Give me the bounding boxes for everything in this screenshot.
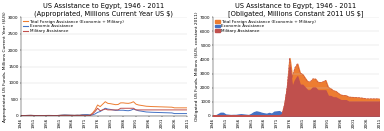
Legend: Total Foreign Assistance (Economic + Military), Economic Assistance, Military As: Total Foreign Assistance (Economic + Mil…	[215, 19, 317, 34]
Y-axis label: Appropriated US Funds, Millions Current Year ($US): Appropriated US Funds, Millions Current …	[3, 11, 7, 122]
Title: US Assistance to Egypt, 1946 - 2011
(Appropriated, Millions Current Year US $): US Assistance to Egypt, 1946 - 2011 (App…	[35, 3, 174, 17]
Legend: Total Foreign Assistance (Economic + Military), Economic Assistance, Military As: Total Foreign Assistance (Economic + Mil…	[23, 19, 125, 34]
Y-axis label: Obligated US Funds, Millions ($US, constant 2011): Obligated US Funds, Millions ($US, const…	[195, 12, 199, 121]
Title: US Assistance to Egypt, 1946 - 2011
[Obligated, Millions Constant 2011 US $]: US Assistance to Egypt, 1946 - 2011 [Obl…	[228, 3, 364, 17]
